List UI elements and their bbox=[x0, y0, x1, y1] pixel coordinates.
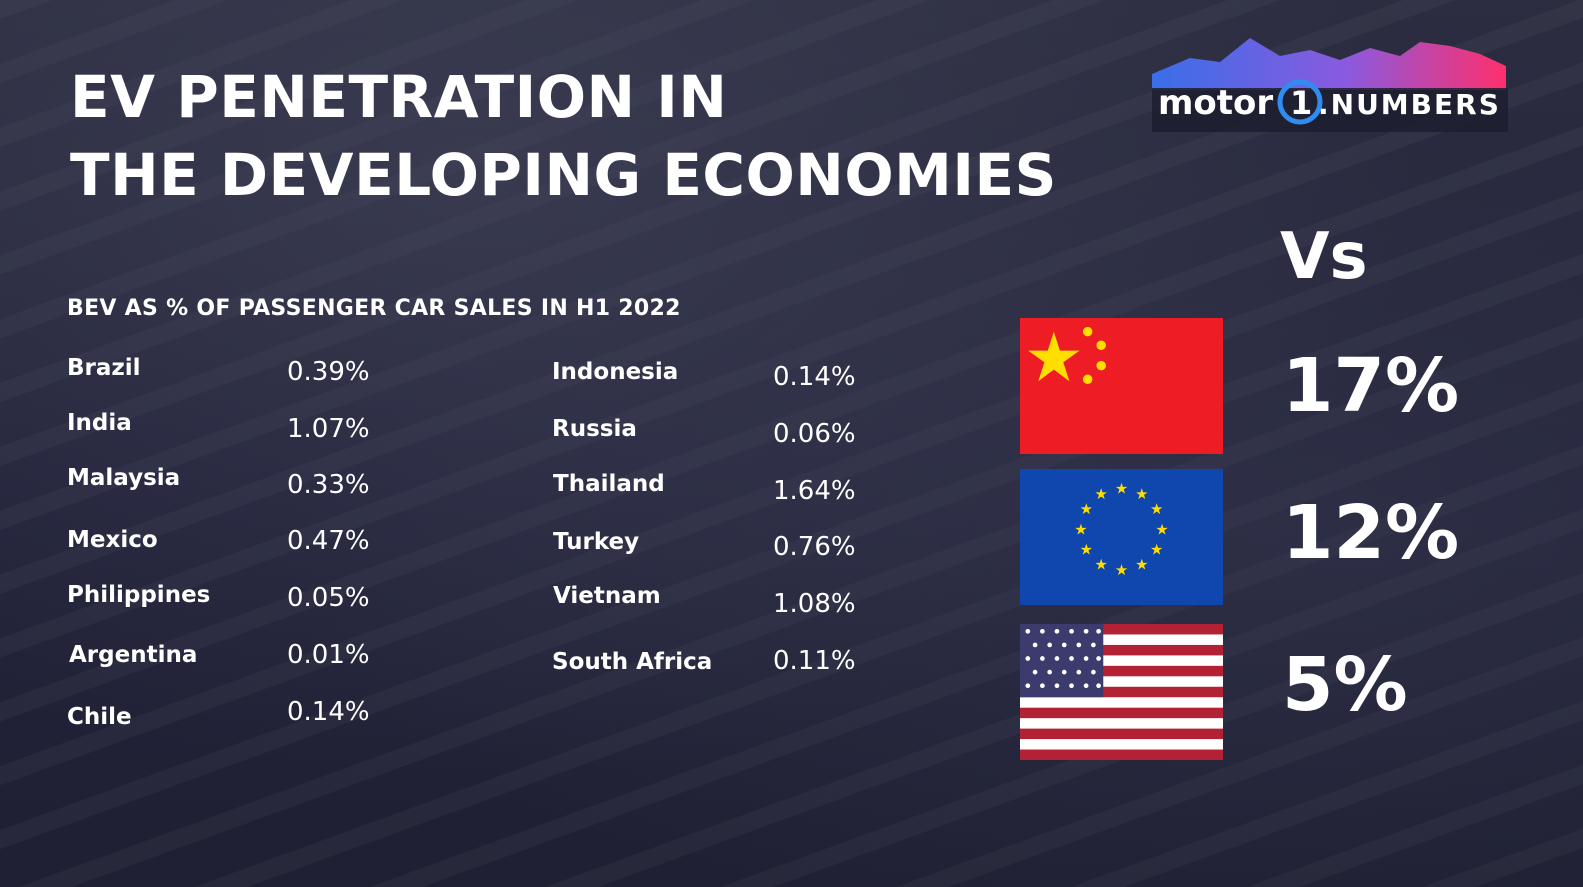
logo-numbers-text: .NUMBERS bbox=[1318, 88, 1501, 121]
bev-share-value: 0.05% bbox=[287, 583, 370, 613]
bev-share-value: 0.11% bbox=[773, 646, 856, 676]
china-flag-icon bbox=[1020, 318, 1223, 454]
us-share-value: 5% bbox=[1282, 642, 1408, 728]
bev-share-value: 0.01% bbox=[287, 640, 370, 670]
country-name: Mexico bbox=[67, 527, 158, 553]
us-flag-icon bbox=[1020, 624, 1223, 760]
svg-text:★: ★ bbox=[1080, 500, 1093, 518]
bev-share-value: 0.47% bbox=[287, 526, 370, 556]
country-name: India bbox=[67, 410, 132, 436]
eu-share-value: 12% bbox=[1282, 490, 1460, 576]
bev-share-value: 0.39% bbox=[287, 357, 370, 387]
bev-share-value: 0.06% bbox=[773, 419, 856, 449]
svg-text:★: ★ bbox=[1135, 556, 1148, 574]
svg-text:★: ★ bbox=[1095, 485, 1108, 503]
country-name: Brazil bbox=[67, 355, 141, 381]
svg-text:★: ★ bbox=[1095, 556, 1108, 574]
svg-text:★: ★ bbox=[1080, 541, 1093, 559]
title-line-1: EV PENETRATION IN bbox=[70, 63, 728, 131]
svg-text:★: ★ bbox=[1135, 485, 1148, 503]
country-name: Thailand bbox=[553, 471, 665, 497]
eu-flag-icon: ★ ★ ★ ★ ★ ★ ★ ★ ★ ★ ★ ★ bbox=[1020, 469, 1223, 605]
logo-one-text: 1 bbox=[1290, 84, 1312, 122]
bev-share-value: 1.07% bbox=[287, 414, 370, 444]
svg-text:★: ★ bbox=[1115, 561, 1128, 579]
country-name: Turkey bbox=[553, 529, 640, 555]
logo-motor-text: motor bbox=[1158, 83, 1273, 123]
svg-text:★: ★ bbox=[1074, 520, 1087, 538]
motor1-numbers-logo: motor 1 .NUMBERS bbox=[1152, 38, 1508, 132]
bev-share-value: 0.33% bbox=[287, 470, 370, 500]
svg-text:★: ★ bbox=[1155, 520, 1168, 538]
country-name: Philippines bbox=[67, 582, 211, 608]
country-name: Argentina bbox=[69, 642, 198, 668]
bev-share-value: 1.08% bbox=[773, 589, 856, 619]
country-name: Vietnam bbox=[553, 583, 661, 609]
svg-text:★: ★ bbox=[1150, 500, 1163, 518]
country-name: Indonesia bbox=[552, 359, 679, 385]
page-title: EV PENETRATION IN THE DEVELOPING ECONOMI… bbox=[70, 58, 1057, 214]
title-line-2: THE DEVELOPING ECONOMIES bbox=[70, 141, 1057, 209]
bev-share-value: 0.76% bbox=[773, 532, 856, 562]
country-name: Malaysia bbox=[67, 465, 181, 491]
svg-text:★: ★ bbox=[1150, 541, 1163, 559]
bev-share-value: 0.14% bbox=[287, 697, 370, 727]
country-name: Russia bbox=[552, 416, 637, 442]
country-name: South Africa bbox=[552, 649, 713, 675]
table-title: BEV AS % OF PASSENGER CAR SALES IN H1 20… bbox=[67, 296, 681, 321]
country-name: Chile bbox=[67, 704, 132, 730]
bev-share-value: 0.14% bbox=[773, 362, 856, 392]
vs-label: Vs bbox=[1280, 220, 1368, 294]
bev-share-value: 1.64% bbox=[773, 476, 856, 506]
svg-text:★: ★ bbox=[1115, 479, 1128, 497]
china-share-value: 17% bbox=[1282, 343, 1460, 429]
